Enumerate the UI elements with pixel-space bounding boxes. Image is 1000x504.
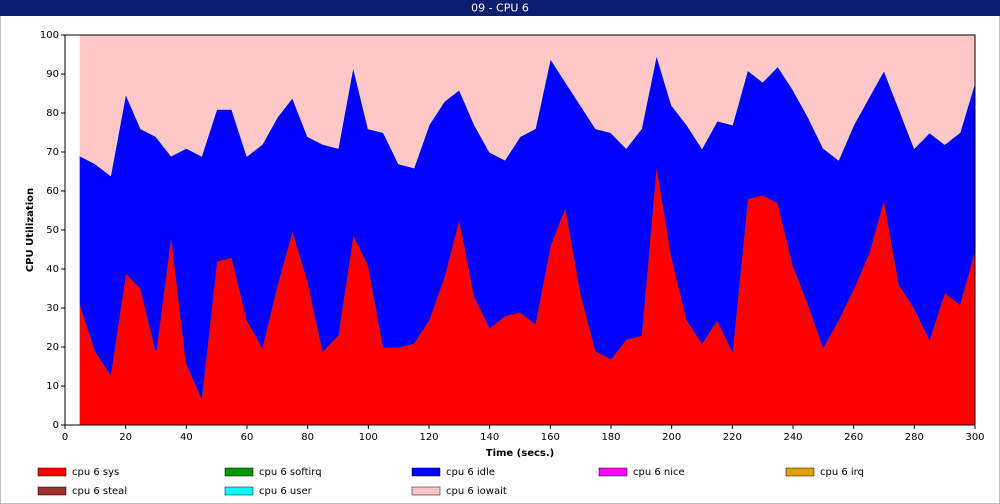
legend-label: cpu 6 user: [259, 486, 313, 497]
x-tick-label: 260: [844, 432, 863, 443]
title-bar: [0, 0, 1000, 16]
legend-label: cpu 6 irq: [820, 467, 864, 478]
x-tick-label: 60: [241, 432, 254, 443]
x-tick-label: 100: [359, 432, 378, 443]
x-tick-label: 180: [601, 432, 620, 443]
y-tick-label: 20: [46, 342, 59, 353]
x-tick-label: 300: [965, 432, 984, 443]
x-tick-label: 240: [783, 432, 802, 443]
legend-label: cpu 6 nice: [633, 467, 685, 478]
legend-swatch: [37, 467, 67, 477]
legend-swatch: [224, 467, 254, 477]
legend-swatch: [37, 486, 67, 496]
legend-label: cpu 6 softirq: [259, 467, 322, 478]
y-tick-label: 60: [46, 186, 59, 197]
x-tick-label: 140: [480, 432, 499, 443]
x-tick-label: 220: [723, 432, 742, 443]
chart-title: 09 - CPU 6: [471, 2, 529, 15]
x-tick-label: 120: [419, 432, 438, 443]
y-tick-label: 50: [46, 225, 59, 236]
legend-label: cpu 6 steal: [72, 486, 127, 497]
legend-swatch: [598, 467, 628, 477]
x-tick-label: 40: [180, 432, 193, 443]
y-tick-label: 100: [40, 30, 59, 41]
legend-swatch: [785, 467, 815, 477]
x-tick-label: 0: [62, 432, 68, 443]
x-axis-label: Time (secs.): [486, 448, 555, 459]
legend-swatch: [411, 486, 441, 496]
legend-swatch: [224, 486, 254, 496]
y-tick-label: 40: [46, 264, 59, 275]
y-tick-label: 0: [53, 420, 59, 431]
y-tick-label: 10: [46, 381, 59, 392]
x-tick-label: 20: [119, 432, 132, 443]
legend-swatch: [411, 467, 441, 477]
legend-label: cpu 6 sys: [72, 467, 119, 478]
x-tick-label: 200: [662, 432, 681, 443]
legend-label: cpu 6 iowait: [446, 486, 507, 497]
x-tick-label: 160: [541, 432, 560, 443]
legend-label: cpu 6 idle: [446, 467, 495, 478]
y-tick-label: 30: [46, 303, 59, 314]
y-tick-label: 70: [46, 147, 59, 158]
y-axis-label: CPU Utilization: [25, 188, 36, 272]
x-tick-label: 80: [301, 432, 314, 443]
x-tick-label: 280: [905, 432, 924, 443]
y-tick-label: 90: [46, 69, 59, 80]
y-tick-label: 80: [46, 108, 59, 119]
